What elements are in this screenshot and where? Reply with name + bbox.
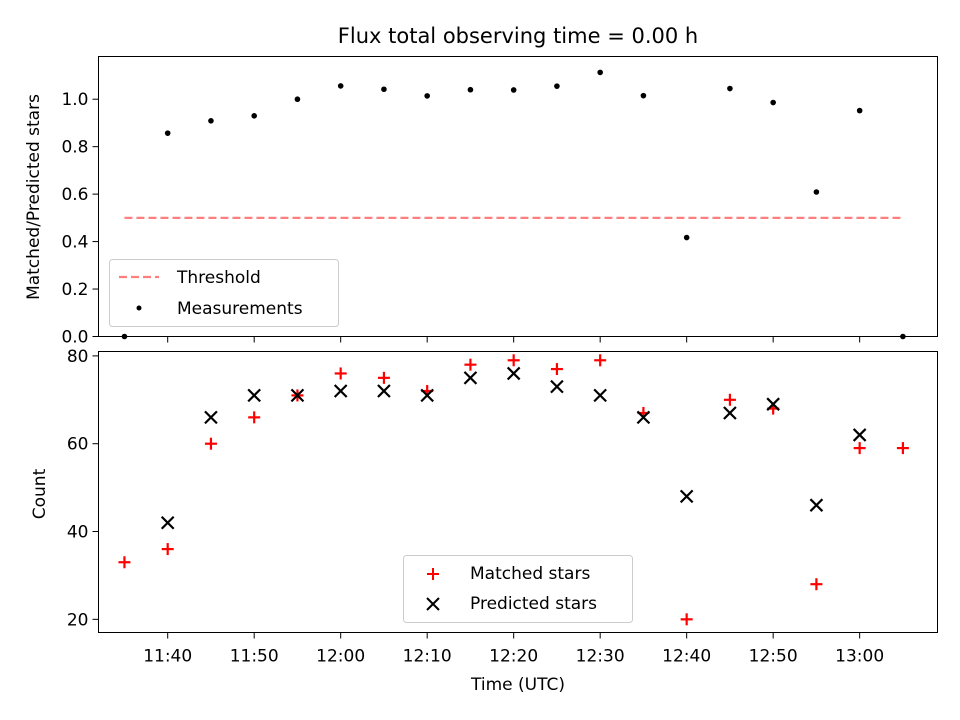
- predicted-star-marker: [636, 410, 651, 425]
- measurement-point: [208, 118, 214, 124]
- bottom-y-tick-label: 20: [67, 610, 89, 630]
- predicted-star-marker: [463, 371, 478, 385]
- predicted-star-marker: [247, 388, 261, 403]
- top-y-ticks: 0.0 0.2 0.4 0.6 0.8 1.0: [61, 90, 99, 348]
- predicted-star-marker: [809, 498, 824, 512]
- measurement-point: [683, 234, 690, 241]
- x-tick-label: 12:30: [576, 647, 625, 667]
- measurement-point: [510, 87, 517, 93]
- measurement-point: [597, 69, 603, 76]
- x-tick-label: 12:10: [403, 647, 452, 667]
- bottom-y-tick-label: 80: [67, 347, 89, 367]
- legend-matched-swatch: [427, 568, 439, 580]
- legend-threshold-label: Threshold: [176, 268, 261, 288]
- legend-predicted-swatch: [426, 597, 440, 611]
- top-y-tick-label: 1.0: [61, 90, 88, 110]
- bottom-legend: Matched stars Predicted stars: [403, 555, 633, 623]
- bottom-legend-box: [403, 555, 633, 623]
- predicted-star-marker: [333, 384, 348, 398]
- measurement-point: [337, 83, 344, 89]
- top-y-tick-label: 0.2: [61, 280, 88, 300]
- top-axes-frame: [98, 56, 938, 337]
- predicted-star-marker: [377, 384, 391, 398]
- x-tick-label: 11:40: [143, 647, 192, 667]
- predicted-star-marker: [766, 397, 780, 411]
- top-y-axis-label: Matched/Predicted stars: [24, 94, 44, 300]
- measurement-point: [856, 107, 863, 114]
- matched-star-marker: [853, 442, 866, 455]
- top-panel: 0.0 0.2 0.4 0.6 0.8 1.0 Matched/Predicted sta…: [24, 56, 938, 348]
- measurement-point: [554, 83, 560, 89]
- matched-star-marker: [896, 442, 909, 455]
- top-legend: Threshold Measurements: [109, 259, 339, 327]
- bottom-axes-frame: [98, 351, 938, 633]
- predicted-star-marker: [160, 515, 175, 530]
- bottom-x-ticks: 11:40 11:50 12:00 12:10 12:20 12:30 12:40 12:50…: [143, 632, 884, 667]
- measurement-point: [294, 96, 301, 103]
- matched-star-marker: [248, 411, 261, 424]
- measurement-point: [770, 99, 776, 106]
- bottom-y-tick-label: 40: [67, 523, 89, 543]
- matched-star-marker: [118, 556, 131, 569]
- predicted-star-marker: [723, 406, 737, 420]
- matched-star-marker: [204, 437, 217, 450]
- x-tick-label: 11:50: [230, 647, 279, 667]
- bottom-y-ticks: 20 40 60 80: [67, 347, 99, 630]
- bottom-y-tick-label: 60: [67, 435, 89, 455]
- predicted-star-marker: [506, 366, 521, 381]
- top-y-tick-label: 0.6: [61, 185, 88, 205]
- bottom-y-axis-label: Count: [30, 468, 50, 519]
- matched-star-marker: [507, 354, 520, 367]
- top-y-tick-label: 0.0: [61, 328, 88, 348]
- legend-measurement-label: Measurements: [177, 299, 303, 319]
- measurement-point: [424, 93, 430, 99]
- legend-matched-label: Matched stars: [470, 564, 590, 584]
- bottom-marks: [118, 354, 909, 626]
- x-tick-label: 12:40: [662, 647, 711, 667]
- matched-star-marker: [810, 578, 823, 591]
- top-legend-box: [109, 259, 339, 327]
- top-marks: [121, 69, 906, 340]
- measurement-point: [813, 189, 820, 195]
- x-tick-label: 12:00: [316, 647, 365, 667]
- matched-star-marker: [680, 613, 693, 626]
- matched-star-marker: [464, 358, 477, 371]
- measurement-point: [164, 130, 171, 136]
- predicted-star-marker: [204, 410, 218, 425]
- legend-measurement-swatch: [136, 305, 142, 311]
- measurement-point: [251, 113, 257, 119]
- chart-title: Flux total observing time = 0.00 h: [338, 24, 698, 48]
- predicted-star-marker: [420, 388, 434, 403]
- matched-star-marker: [377, 371, 390, 384]
- x-tick-label: 12:20: [489, 647, 538, 667]
- measurement-point: [467, 86, 474, 93]
- top-x-ticks: [167, 336, 861, 343]
- matched-star-marker: [550, 363, 563, 376]
- matched-star-marker: [334, 367, 347, 380]
- legend-predicted-label: Predicted stars: [470, 594, 597, 614]
- predicted-star-marker: [593, 388, 607, 403]
- matched-star-marker: [594, 354, 607, 367]
- x-tick-label: 12:50: [749, 647, 798, 667]
- predicted-star-marker: [550, 379, 564, 394]
- measurement-point: [381, 86, 387, 93]
- measurement-point: [727, 85, 733, 92]
- matched-star-marker: [723, 393, 736, 406]
- top-y-tick-label: 0.8: [61, 138, 88, 158]
- predicted-star-marker: [852, 428, 867, 442]
- matched-star-marker: [161, 543, 174, 556]
- measurement-point: [640, 92, 647, 99]
- x-axis-label: Time (UTC): [470, 675, 565, 695]
- predicted-star-marker: [679, 489, 694, 504]
- predicted-star-marker: [290, 388, 305, 403]
- x-tick-label: 13:00: [835, 647, 884, 667]
- top-y-tick-label: 0.4: [61, 233, 88, 253]
